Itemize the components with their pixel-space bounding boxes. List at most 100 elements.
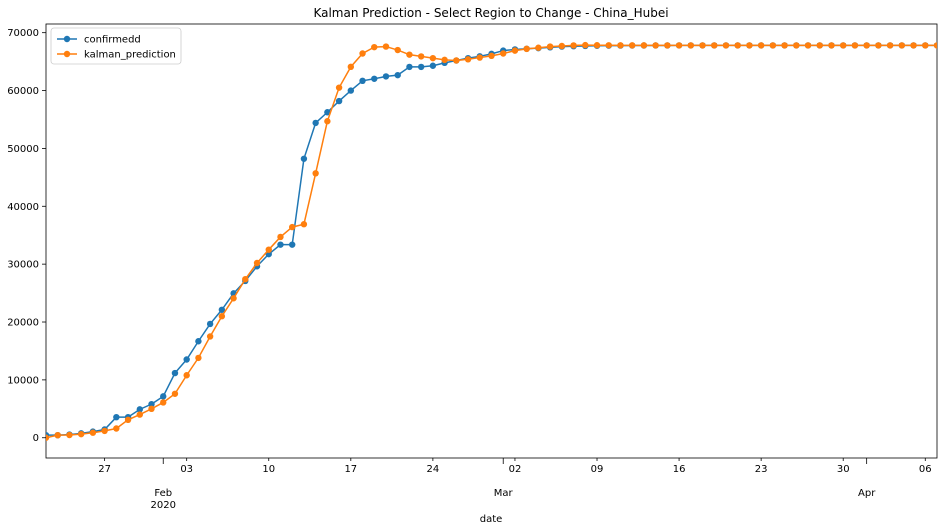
data-point-confirmedd <box>289 241 296 248</box>
data-point-kalman-prediction <box>922 42 929 49</box>
data-point-confirmedd <box>148 400 155 408</box>
data-point-confirmedd <box>312 119 319 127</box>
data-point-kalman-prediction <box>781 42 788 49</box>
data-point-kalman-prediction <box>89 429 97 436</box>
data-point-kalman-prediction <box>699 42 706 49</box>
data-point-kalman-prediction <box>242 275 249 283</box>
data-point-kalman-prediction <box>546 43 554 50</box>
data-point-confirmedd <box>171 369 179 377</box>
data-point-confirmedd <box>136 406 143 413</box>
data-point-kalman-prediction <box>476 54 483 61</box>
data-point-confirmedd <box>206 320 214 328</box>
data-point-confirmedd <box>394 71 401 79</box>
data-point-kalman-prediction <box>253 259 261 267</box>
data-point-kalman-prediction <box>464 56 472 63</box>
data-point-confirmedd <box>195 338 202 345</box>
x-minor-tick-label: 06 <box>919 464 932 475</box>
data-point-confirmedd <box>406 63 413 71</box>
data-point-kalman-prediction <box>394 46 401 54</box>
data-point-kalman-prediction <box>617 42 624 49</box>
data-point-kalman-prediction <box>359 50 366 57</box>
data-point-kalman-prediction <box>277 233 284 241</box>
series-line-kalman-prediction <box>46 44 937 439</box>
y-tick-label: 20000 <box>7 318 39 329</box>
data-point-kalman-prediction <box>124 416 132 424</box>
data-point-confirmedd <box>300 155 308 162</box>
data-point-kalman-prediction <box>734 42 741 49</box>
data-point-kalman-prediction <box>160 399 167 406</box>
data-point-kalman-prediction <box>675 42 683 49</box>
data-point-kalman-prediction <box>335 84 343 91</box>
data-point-confirmedd <box>417 63 425 71</box>
data-point-kalman-prediction <box>558 42 566 50</box>
data-point-kalman-prediction <box>605 42 612 49</box>
data-point-kalman-prediction <box>840 42 847 49</box>
data-point-kalman-prediction <box>136 411 143 418</box>
data-point-confirmedd <box>277 241 284 248</box>
data-point-kalman-prediction <box>324 118 331 125</box>
x-minor-tick-label: 30 <box>837 464 850 475</box>
data-point-kalman-prediction <box>640 42 648 49</box>
data-point-confirmedd <box>335 97 343 105</box>
legend-label-confirmedd: confirmedd <box>84 35 141 46</box>
chart-title: Kalman Prediction - Select Region to Cha… <box>313 6 668 20</box>
data-point-kalman-prediction <box>371 43 378 51</box>
data-point-kalman-prediction <box>488 52 495 60</box>
data-point-kalman-prediction <box>113 425 120 432</box>
x-minor-tick-label: 16 <box>673 464 686 475</box>
data-point-kalman-prediction <box>148 405 155 413</box>
data-point-kalman-prediction <box>652 42 659 49</box>
data-point-confirmedd <box>382 73 390 80</box>
data-point-kalman-prediction <box>875 42 882 49</box>
data-point-kalman-prediction <box>863 42 870 49</box>
data-point-confirmedd <box>359 77 366 85</box>
data-point-kalman-prediction <box>347 63 355 71</box>
data-point-kalman-prediction <box>769 42 777 49</box>
data-point-kalman-prediction <box>570 42 577 49</box>
legend-swatch-marker-confirmedd <box>63 35 71 43</box>
data-point-kalman-prediction <box>195 354 202 362</box>
data-point-confirmedd <box>371 75 378 82</box>
legend-label-kalman-prediction: kalman_prediction <box>84 50 176 61</box>
x-major-tick-label: Apr <box>858 488 876 499</box>
data-point-confirmedd <box>429 62 437 69</box>
data-point-kalman-prediction <box>933 42 937 49</box>
data-point-kalman-prediction <box>312 170 319 177</box>
data-point-confirmedd <box>324 109 331 116</box>
data-point-kalman-prediction <box>77 430 85 438</box>
data-point-kalman-prediction <box>300 221 308 228</box>
data-point-kalman-prediction <box>828 42 835 49</box>
data-point-kalman-prediction <box>66 431 73 439</box>
x-axis-label: date <box>480 514 503 525</box>
data-point-confirmedd <box>347 87 355 94</box>
x-minor-tick-label: 23 <box>755 464 768 475</box>
data-point-kalman-prediction <box>746 42 753 49</box>
plot-frame <box>45 23 938 459</box>
x-major-tick-label: Mar <box>494 488 514 499</box>
data-point-kalman-prediction <box>406 51 413 58</box>
legend-box <box>50 27 182 65</box>
x-minor-tick-label: 17 <box>344 464 357 475</box>
data-point-kalman-prediction <box>453 57 460 64</box>
data-point-confirmedd <box>160 393 167 400</box>
x-major-tick-label: Feb <box>154 488 172 499</box>
data-point-kalman-prediction <box>910 42 917 49</box>
x-minor-tick-label: 09 <box>591 464 604 475</box>
data-point-kalman-prediction <box>886 42 894 49</box>
y-tick-label: 0 <box>33 433 39 444</box>
data-point-kalman-prediction <box>851 42 859 49</box>
data-point-kalman-prediction <box>664 42 671 49</box>
data-point-kalman-prediction <box>500 50 507 57</box>
data-point-kalman-prediction <box>382 43 390 50</box>
x-minor-tick-label: 27 <box>98 464 111 475</box>
data-point-kalman-prediction <box>535 44 542 51</box>
x-minor-tick-label: 02 <box>509 464 522 475</box>
x-minor-tick-label: 10 <box>262 464 275 475</box>
data-point-kalman-prediction <box>230 295 237 302</box>
plot-area: 0 10000 20000 30000 40000 50000 60000 70000 27 03… <box>7 23 938 511</box>
data-point-kalman-prediction <box>628 42 636 49</box>
data-point-kalman-prediction <box>804 42 812 49</box>
data-point-kalman-prediction <box>793 42 800 49</box>
data-point-confirmedd <box>113 413 120 421</box>
